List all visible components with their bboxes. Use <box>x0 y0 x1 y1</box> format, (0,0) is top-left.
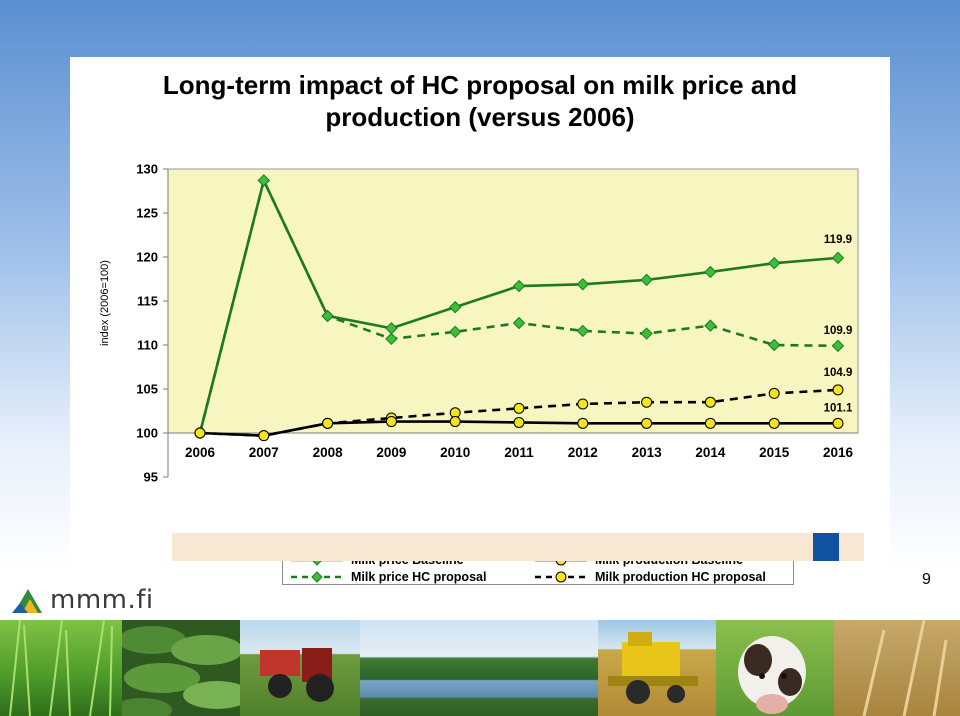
y-tick-label: 105 <box>136 382 158 397</box>
data-point-diamond <box>831 339 845 353</box>
y-tick-label: 125 <box>136 206 158 221</box>
x-tick-label: 2009 <box>376 445 406 460</box>
data-point-diamond <box>576 278 590 291</box>
x-tick-label: 2010 <box>440 445 470 460</box>
accent-box <box>813 533 839 561</box>
data-point-diamond <box>321 309 334 323</box>
y-tick-label: 95 <box>144 470 158 485</box>
lake-photo <box>360 620 598 716</box>
data-point-circle <box>513 416 525 428</box>
x-tick-label: 2006 <box>185 445 216 460</box>
data-point-circle <box>641 417 653 429</box>
data-point-diamond <box>576 324 590 338</box>
y-tick-label: 100 <box>136 426 158 441</box>
data-point-diamond <box>385 332 398 346</box>
mmm-logo: mmm.fi <box>10 584 154 616</box>
line-chart: 95 100 105 110 115 120 125 130 index (2006=100) 2… <box>99 162 859 485</box>
legend-item-price-hc: Milk price HC proposal <box>289 569 486 585</box>
x-tick-label: 2012 <box>568 445 598 460</box>
data-point-circle <box>768 387 780 399</box>
data-point-diamond <box>448 325 462 339</box>
data-point-circle <box>322 417 334 429</box>
data-point-diamond <box>831 251 845 265</box>
x-tick-label: 2016 <box>823 445 854 460</box>
x-tick-label: 2007 <box>249 445 279 460</box>
footer-photo-strip <box>0 620 960 716</box>
data-label: 104.9 <box>824 367 853 379</box>
plot-area <box>167 168 859 434</box>
harvester-photo <box>598 620 716 716</box>
data-point-diamond <box>512 316 526 330</box>
y-tick-label: 110 <box>137 338 158 353</box>
x-tick-label: 2008 <box>313 445 344 460</box>
data-point-circle <box>258 430 270 442</box>
data-point-diamond <box>704 265 717 279</box>
chart-title-line-2: production (versus 2006) <box>325 102 635 132</box>
data-point-diamond <box>640 273 653 287</box>
grass-photo <box>0 620 122 716</box>
chart-title: Long-term impact of HC proposal on milk … <box>70 69 890 133</box>
data-point-diamond <box>640 327 653 340</box>
legend-swatch-circle-dashed-icon <box>535 571 587 583</box>
chart-title-line-1: Long-term impact of HC proposal on milk … <box>162 70 798 100</box>
x-tick-label: 2014 <box>695 445 726 460</box>
data-label: 101.1 <box>824 402 853 414</box>
data-point-circle <box>449 416 461 428</box>
legend-label-production-hc: Milk production HC proposal <box>595 570 766 584</box>
data-point-diamond <box>512 279 526 293</box>
data-label: 109.9 <box>824 325 853 337</box>
data-point-circle <box>577 417 589 429</box>
cucumbers-photo <box>122 620 240 716</box>
data-label: 119.9 <box>824 234 852 246</box>
tractor-photo <box>240 620 360 716</box>
decorative-strip <box>172 533 864 561</box>
logo-text: mmm.fi <box>50 585 154 615</box>
legend-label-price-hc: Milk price HC proposal <box>351 570 487 584</box>
page-number: 9 <box>922 571 931 588</box>
data-point-diamond <box>767 256 781 270</box>
x-tick-label: 2013 <box>632 445 663 460</box>
data-point-diamond <box>704 319 717 332</box>
data-point-circle <box>704 396 716 408</box>
data-point-diamond <box>257 174 271 187</box>
data-point-diamond <box>767 338 781 352</box>
series-line-milk-production-hc-proposal <box>199 388 839 437</box>
data-point-circle <box>704 417 716 429</box>
data-point-diamond <box>385 322 398 335</box>
y-tick-label: 130 <box>136 162 158 177</box>
y-axis-title: index (2006=100) <box>99 260 111 346</box>
legend-swatch-diamond-dashed-icon <box>291 571 343 583</box>
slide-panel: Long-term impact of HC proposal on milk … <box>70 57 890 585</box>
data-point-circle <box>513 402 525 414</box>
data-point-circle <box>832 384 844 396</box>
data-point-circle <box>577 398 589 410</box>
data-point-circle <box>194 427 206 439</box>
data-point-circle <box>641 396 653 408</box>
y-tick-label: 115 <box>137 294 158 309</box>
triangle-logo-icon <box>12 589 42 613</box>
data-point-diamond <box>448 300 462 314</box>
x-tick-label: 2015 <box>759 445 790 460</box>
data-point-circle <box>832 417 844 429</box>
wheat-photo <box>834 620 960 716</box>
cow-photo <box>716 620 834 716</box>
data-point-circle <box>768 417 780 429</box>
data-point-circle <box>385 416 397 428</box>
x-tick-label: 2011 <box>504 445 534 460</box>
y-tick-label: 120 <box>136 250 158 265</box>
legend-item-production-hc: Milk production HC proposal <box>533 569 766 585</box>
